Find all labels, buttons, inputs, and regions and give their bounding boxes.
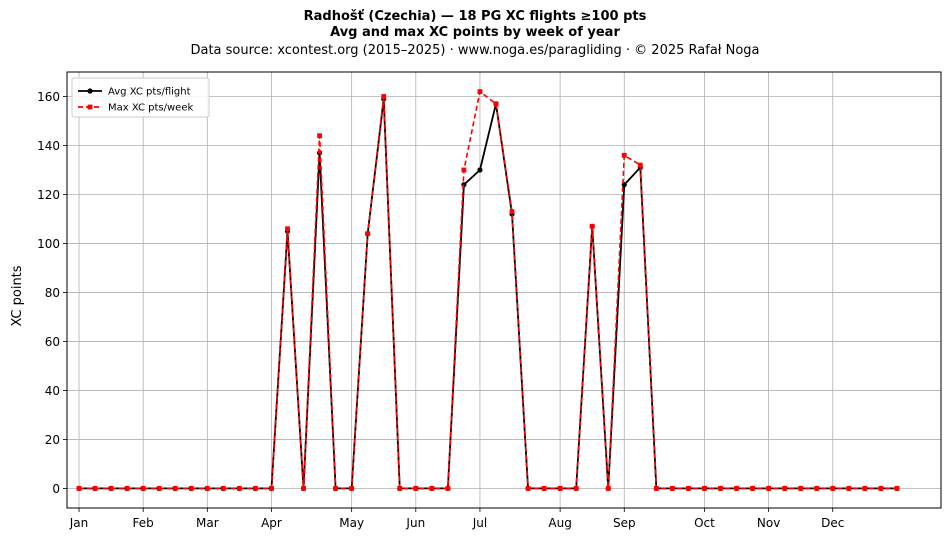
data-point bbox=[557, 486, 563, 491]
data-point bbox=[461, 167, 467, 173]
data-point bbox=[493, 101, 499, 107]
x-tick-label: Dec bbox=[821, 516, 844, 530]
data-point bbox=[188, 486, 194, 491]
legend-label: Max XC pts/week bbox=[108, 103, 193, 114]
legend-label: Avg XC pts/flight bbox=[108, 87, 191, 98]
data-point bbox=[172, 486, 178, 491]
data-point bbox=[236, 486, 242, 491]
x-tick-label: Oct bbox=[694, 516, 715, 530]
y-tick-label: 120 bbox=[37, 188, 60, 202]
y-tick-label: 0 bbox=[52, 482, 60, 496]
data-point bbox=[782, 486, 788, 491]
x-tick-label: Sep bbox=[613, 516, 636, 530]
data-point bbox=[766, 486, 772, 491]
data-point bbox=[669, 486, 675, 491]
data-point bbox=[573, 486, 579, 491]
axis-ticks: 0 20 40 60 80 100 120 140 160 Jan Feb Mar Apr May Jun J… bbox=[37, 90, 844, 530]
data-point bbox=[830, 486, 836, 491]
data-point bbox=[269, 486, 274, 491]
data-point bbox=[445, 486, 451, 491]
data-point bbox=[734, 486, 739, 491]
y-tick-label: 140 bbox=[37, 139, 60, 153]
data-point bbox=[253, 486, 258, 491]
data-point bbox=[285, 226, 290, 232]
series-group bbox=[76, 89, 900, 492]
legend-marker bbox=[87, 104, 93, 110]
data-point bbox=[140, 486, 146, 491]
data-point bbox=[509, 209, 515, 215]
plot-frame bbox=[66, 71, 942, 509]
data-point bbox=[621, 152, 627, 158]
series-line bbox=[79, 98, 897, 490]
data-point bbox=[301, 486, 306, 491]
grid bbox=[67, 72, 941, 508]
x-tick-label: Apr bbox=[261, 516, 282, 530]
legend-box bbox=[71, 77, 210, 118]
data-point bbox=[862, 486, 868, 491]
legend: Avg XC pts/flight Max XC pts/week bbox=[71, 77, 210, 118]
x-tick-label: Feb bbox=[133, 516, 154, 530]
data-point bbox=[653, 486, 659, 491]
data-point bbox=[333, 486, 339, 491]
data-point bbox=[878, 486, 884, 491]
data-point bbox=[204, 486, 210, 491]
series-avg bbox=[76, 96, 900, 492]
data-point bbox=[525, 486, 531, 491]
data-point bbox=[686, 486, 691, 491]
data-point bbox=[397, 486, 403, 491]
y-tick-label: 100 bbox=[37, 237, 60, 251]
series-line bbox=[79, 90, 897, 490]
data-point bbox=[894, 486, 900, 491]
data-point bbox=[605, 486, 611, 491]
x-tick-label: Jan bbox=[69, 516, 89, 530]
data-point bbox=[718, 486, 723, 491]
x-tick-label: Jul bbox=[472, 516, 487, 530]
data-point bbox=[349, 486, 355, 491]
data-point bbox=[798, 486, 804, 491]
series-max bbox=[76, 89, 900, 491]
chart-title-secondary: Avg and max XC points by week of year bbox=[330, 25, 620, 40]
y-tick-label: 40 bbox=[45, 384, 60, 398]
x-tick-label: Mar bbox=[196, 516, 219, 530]
data-point bbox=[814, 486, 820, 491]
y-tick-label: 80 bbox=[45, 286, 60, 300]
x-tick-label: Aug bbox=[548, 516, 571, 530]
data-point bbox=[124, 486, 130, 491]
y-axis-label: XC points bbox=[10, 265, 25, 326]
data-point bbox=[477, 167, 483, 173]
data-point bbox=[750, 486, 755, 491]
data-point bbox=[317, 133, 322, 139]
data-point bbox=[381, 94, 387, 99]
data-point bbox=[76, 486, 82, 491]
data-point bbox=[413, 486, 419, 491]
x-tick-label: Jun bbox=[405, 516, 425, 530]
data-point bbox=[702, 486, 707, 491]
data-point bbox=[637, 162, 643, 168]
chart-subtitle: Data source: xcontest.org (2015–2025) · … bbox=[190, 43, 760, 58]
data-point bbox=[429, 486, 435, 491]
data-point bbox=[541, 486, 547, 491]
y-tick-label: 160 bbox=[37, 90, 60, 104]
data-point bbox=[92, 486, 98, 491]
data-point bbox=[477, 89, 483, 94]
data-point bbox=[589, 223, 595, 229]
chart-title: Radhošť (Czechia) — 18 PG XC flights ≥10… bbox=[303, 9, 647, 24]
y-tick-label: 20 bbox=[45, 433, 60, 447]
y-tick-label: 60 bbox=[45, 335, 60, 349]
x-tick-label: May bbox=[339, 516, 364, 530]
data-point bbox=[108, 486, 114, 491]
data-point bbox=[220, 486, 226, 491]
legend-marker bbox=[87, 88, 93, 94]
data-point bbox=[365, 231, 371, 237]
data-point bbox=[156, 486, 162, 491]
x-tick-label: Nov bbox=[757, 516, 780, 530]
data-point bbox=[846, 486, 852, 491]
